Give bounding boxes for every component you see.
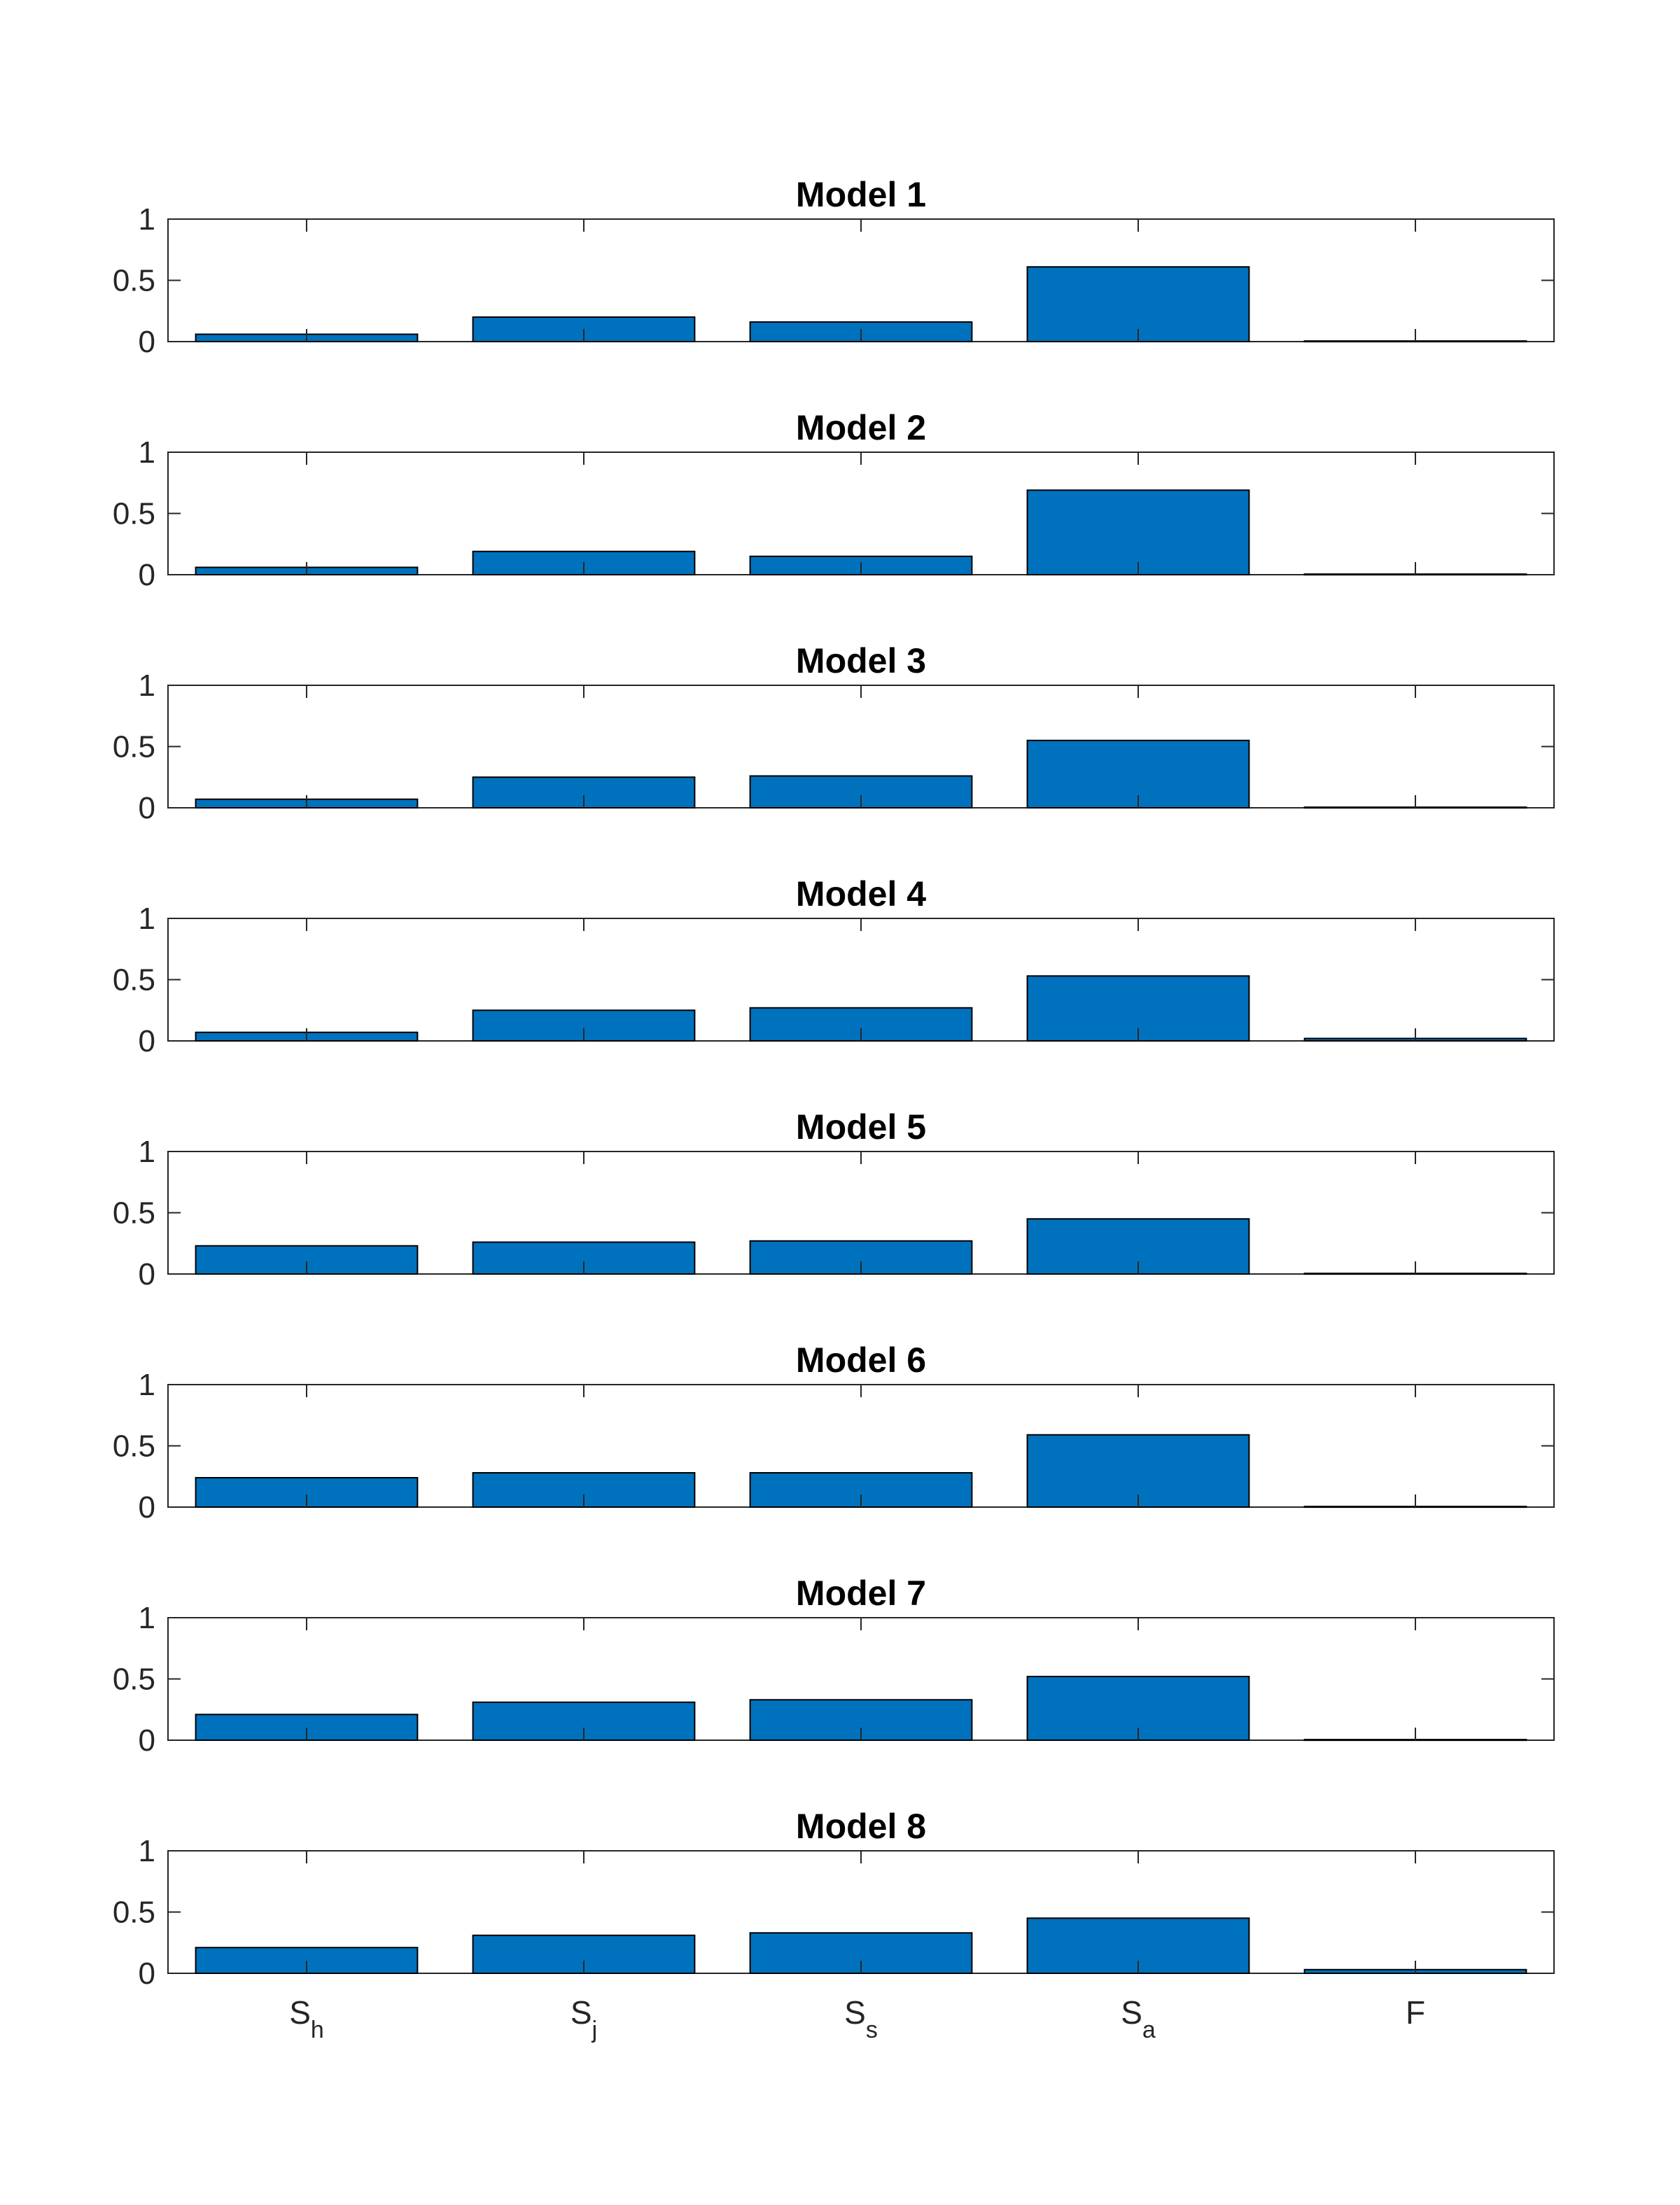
y-tick-label: 1 <box>139 1368 155 1402</box>
y-tick-label: 1 <box>139 202 155 237</box>
y-tick-label: 1 <box>139 1601 155 1635</box>
y-tick-label: 0 <box>139 1490 155 1525</box>
y-tick-label: 0.5 <box>113 1662 155 1697</box>
subplot-title: Model 1 <box>796 175 926 214</box>
y-tick-label: 0 <box>139 791 155 825</box>
y-tick-label: 1 <box>139 902 155 936</box>
y-tick-label: 0.5 <box>113 1429 155 1464</box>
bar-4 <box>1026 489 1250 575</box>
y-tick-label: 0.5 <box>113 1896 155 1930</box>
subplot-title: Model 3 <box>796 641 926 680</box>
y-tick-label: 0 <box>139 558 155 592</box>
subplot-model-4: 0 0.5 1 Model 4 <box>113 874 1555 1058</box>
y-tick-label: 0.5 <box>113 264 155 298</box>
y-tick-label: 1 <box>139 668 155 703</box>
axes-box <box>167 451 1555 575</box>
y-tick-label: 0 <box>139 1956 155 1991</box>
y-tick-label: 0.5 <box>113 497 155 531</box>
y-tick-label: 0.5 <box>113 730 155 764</box>
y-tick-label: 0 <box>139 1024 155 1058</box>
subplot-model-8: 0 0.5 1 Model 8 Sh Sj Ss Sa F <box>113 1807 1555 2043</box>
subplot-model-5: 0 0.5 1 Model 5 <box>113 1107 1555 1292</box>
x-tick-label: Sh <box>289 1994 324 2043</box>
bar-2 <box>472 1241 696 1275</box>
axes-box <box>167 218 1555 342</box>
subplot-model-3: 0 0.5 1 Model 3 <box>113 641 1555 825</box>
subplot-model-2: 0 0.5 1 Model 2 <box>113 408 1555 592</box>
subplot-title: Model 5 <box>796 1107 926 1147</box>
subplot-model-1: 0 0.5 1 Model 1 <box>113 175 1555 359</box>
subplot-model-6: 0 0.5 1 Model 6 <box>113 1340 1555 1525</box>
subplot-title: Model 7 <box>796 1574 926 1613</box>
y-tick-label: 0 <box>139 325 155 359</box>
y-tick-label: 0 <box>139 1723 155 1758</box>
x-tick-label: F <box>1406 1994 1425 2031</box>
subplot-title: Model 8 <box>796 1807 926 1846</box>
y-tick-label: 0.5 <box>113 1196 155 1231</box>
subplot-title: Model 2 <box>796 408 926 447</box>
y-tick-label: 0.5 <box>113 963 155 997</box>
subplot-title: Model 6 <box>796 1340 926 1380</box>
x-tick-label: Ss <box>844 1994 878 2043</box>
subplot-model-7: 0 0.5 1 Model 7 <box>113 1574 1555 1758</box>
y-tick-label: 1 <box>139 435 155 470</box>
subplot-title: Model 4 <box>796 874 926 913</box>
y-tick-label: 1 <box>139 1834 155 1868</box>
y-tick-label: 0 <box>139 1257 155 1292</box>
x-tick-label: Sj <box>570 1994 597 2043</box>
x-tick-label: Sa <box>1121 1994 1156 2043</box>
y-tick-label: 1 <box>139 1135 155 1169</box>
